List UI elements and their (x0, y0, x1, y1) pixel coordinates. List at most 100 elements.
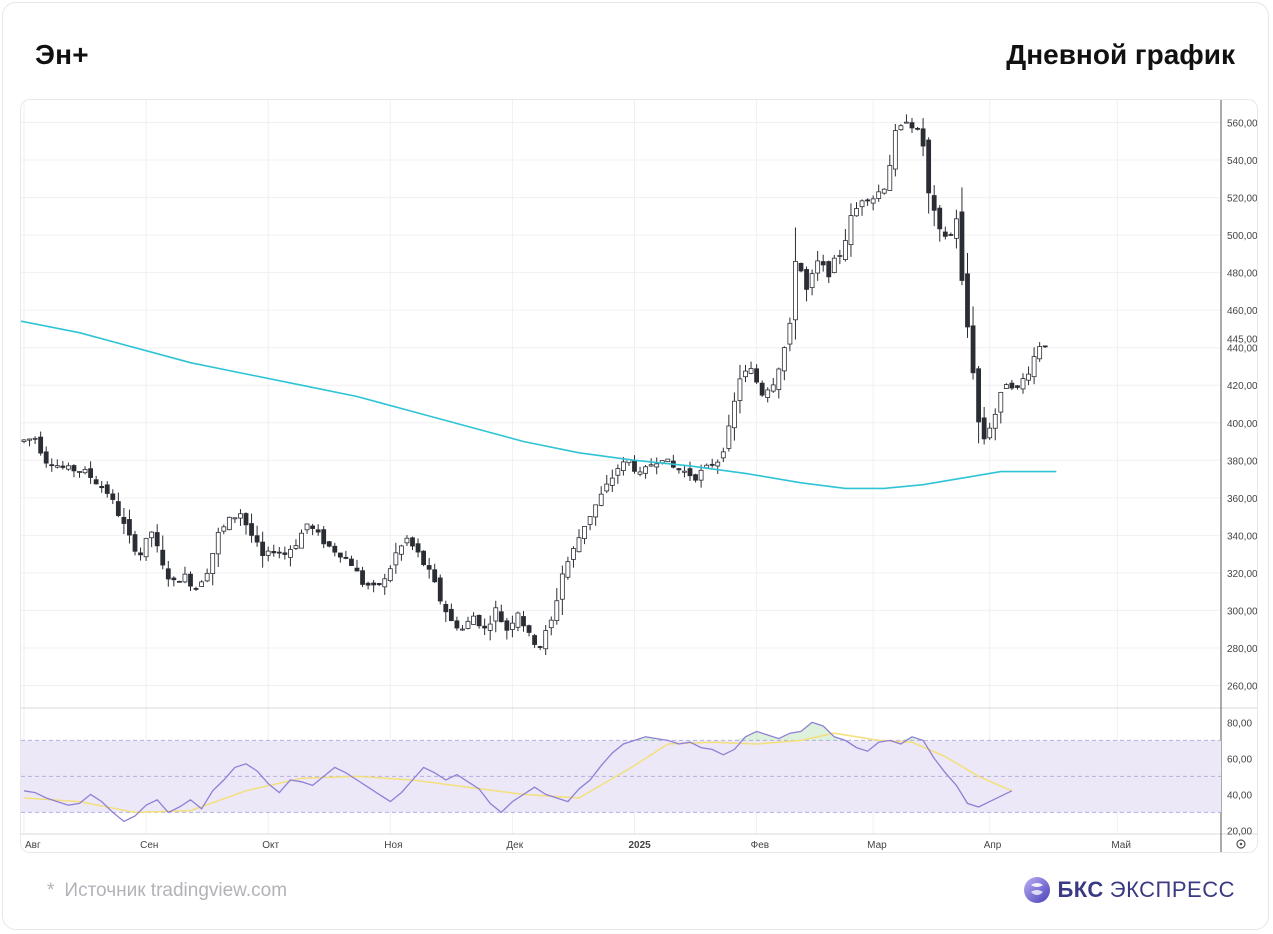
candle (998, 391, 1004, 424)
candle-body (509, 622, 515, 630)
candle (698, 464, 704, 488)
candle-body (532, 635, 538, 645)
candle-body (1031, 356, 1037, 378)
candle (870, 195, 876, 211)
candle (1026, 366, 1031, 386)
candle-body (848, 215, 854, 246)
candle-body (1037, 346, 1043, 360)
footnote-star: * (47, 880, 55, 901)
candle-body (904, 121, 909, 124)
candle-body (676, 468, 682, 471)
candle (265, 546, 271, 562)
candle (149, 531, 155, 548)
candle-body (249, 523, 254, 536)
candle (127, 509, 132, 544)
candle-body (887, 165, 893, 191)
candle-body (854, 208, 859, 217)
candle (293, 539, 299, 551)
candle-body (188, 573, 193, 587)
candle-body (221, 526, 227, 532)
candle-body (232, 517, 238, 520)
candle (310, 523, 316, 536)
candle-body (759, 382, 765, 396)
candle (876, 184, 882, 202)
candle (537, 645, 543, 651)
candle (732, 392, 737, 441)
candle (682, 466, 687, 478)
time-tick-label: Мар (867, 840, 887, 851)
candle (110, 489, 116, 505)
settings-gear-icon[interactable] (1236, 839, 1246, 849)
candle (77, 470, 82, 478)
candle-body (920, 128, 926, 147)
candle-body (132, 534, 138, 552)
candle-body (870, 198, 876, 204)
candle-body (820, 261, 826, 266)
candle-body (1042, 345, 1048, 348)
candle-body (54, 465, 60, 468)
candle-body (737, 378, 743, 401)
candle (509, 615, 515, 638)
time-tick-label: Сен (140, 840, 158, 851)
candle (49, 458, 55, 472)
candle (326, 540, 332, 548)
candle (410, 536, 415, 550)
candle-body (559, 573, 565, 600)
candle-body (498, 611, 504, 623)
candle-body (582, 525, 587, 539)
candle (765, 387, 771, 403)
candle (965, 252, 970, 338)
candle (543, 624, 549, 656)
brand-logo: БКС ЭКСПРЕСС (1023, 875, 1235, 905)
candle-body (1026, 373, 1031, 381)
price-chart[interactable]: 260,00 280,00 300,00 320,00 340,00 360,00 380,… (21, 100, 1258, 853)
candle-body (915, 127, 920, 130)
candle-body (926, 139, 932, 194)
candle (909, 118, 915, 134)
candle-body (265, 550, 271, 556)
candle (426, 557, 432, 579)
candle-body (682, 470, 687, 473)
bks-logo-icon (1024, 877, 1051, 903)
candle (970, 306, 976, 380)
candle (826, 260, 832, 284)
candle-body (643, 466, 648, 474)
candle (332, 542, 338, 557)
candle (532, 634, 538, 648)
candle (831, 254, 837, 274)
time-tick-label: Май (1111, 840, 1131, 851)
candle-body (437, 577, 443, 602)
candle (1031, 347, 1037, 385)
time-axis-labels: Авг Сен Окт Ноя Дек 2025 Фев Мар Апр Май (25, 840, 1131, 851)
price-axis-labels: 260,00 280,00 300,00 320,00 340,00 360,00 380,… (1227, 119, 1258, 693)
candle (604, 474, 610, 494)
candle-body (515, 612, 521, 628)
candle (1009, 379, 1015, 391)
candle-body (609, 477, 615, 486)
candle (770, 377, 776, 393)
chart-frame[interactable]: 260,00 280,00 300,00 320,00 340,00 360,00 380,… (20, 99, 1258, 853)
candle-body (970, 325, 976, 374)
candle (482, 618, 488, 636)
candle-body (1020, 378, 1026, 390)
candle-body (199, 581, 205, 587)
candle-body (815, 260, 821, 274)
candle-body (715, 461, 721, 467)
candle-body (743, 370, 748, 378)
candle (299, 529, 304, 549)
candle-body (632, 459, 637, 472)
candle-body (282, 552, 288, 555)
candle (854, 202, 859, 217)
candle (737, 364, 743, 414)
candle (32, 436, 38, 445)
candle-body (537, 646, 543, 648)
candle-body (127, 519, 132, 536)
candle-body (398, 545, 404, 555)
candle (904, 114, 909, 124)
price-tick-label: 560,00 (1227, 119, 1258, 130)
candle (432, 563, 438, 583)
candle (465, 616, 471, 630)
candle-body (654, 463, 660, 468)
candle (421, 550, 427, 567)
candle-body (326, 541, 332, 547)
